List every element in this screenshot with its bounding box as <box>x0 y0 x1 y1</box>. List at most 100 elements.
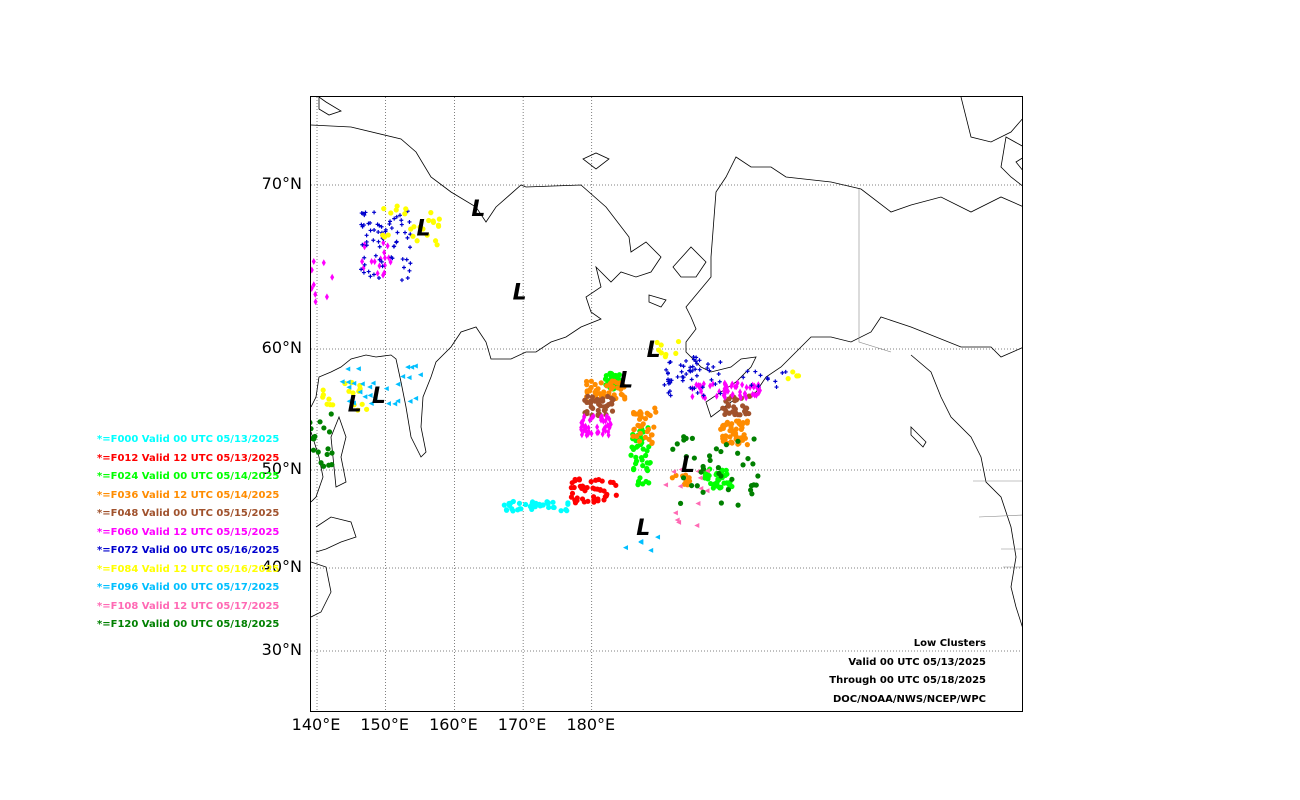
forecast-marker <box>694 361 699 366</box>
coastline-alaska <box>685 156 1022 418</box>
forecast-marker <box>635 482 641 488</box>
forecast-marker <box>790 369 796 375</box>
forecast-marker <box>681 364 686 369</box>
forecast-marker <box>669 475 675 481</box>
forecast-marker <box>707 457 713 464</box>
border-alaska-canada <box>858 189 892 353</box>
forecast-marker <box>585 393 591 399</box>
forecast-marker <box>690 368 695 373</box>
coastline-vancouver-isl <box>910 426 927 448</box>
forecast-marker <box>630 409 637 416</box>
forecast-marker <box>729 382 734 390</box>
forecast-marker <box>735 450 741 456</box>
forecast-marker <box>413 395 419 401</box>
forecast-marker <box>785 376 791 382</box>
coastline-sakhalin <box>330 415 347 488</box>
forecast-marker <box>321 259 326 267</box>
forecast-marker <box>613 492 619 498</box>
forecast-marker <box>658 350 664 356</box>
forecast-marker <box>311 266 314 274</box>
forecast-marker <box>677 483 683 489</box>
forecast-marker <box>751 436 757 442</box>
forecast-marker <box>395 381 401 387</box>
forecast-marker <box>780 370 785 375</box>
forecast-marker <box>644 428 650 435</box>
forecast-marker <box>608 421 613 429</box>
forecast-marker <box>395 230 400 235</box>
forecast-marker <box>617 380 623 386</box>
forecast-marker <box>409 364 415 370</box>
forecast-marker <box>611 392 617 398</box>
forecast-marker <box>735 438 741 444</box>
forecast-marker <box>665 371 670 376</box>
forecast-marker <box>397 213 402 218</box>
forecast-marker <box>379 259 384 264</box>
forecast-marker <box>706 453 713 459</box>
lat-label-40: 40°N <box>261 557 302 576</box>
forecast-marker <box>501 502 507 508</box>
forecast-marker <box>649 432 655 438</box>
forecast-marker <box>608 370 614 377</box>
forecast-marker <box>399 222 404 227</box>
low-center-8: L <box>636 516 650 541</box>
forecast-marker <box>412 363 418 369</box>
lon-label-150: 150°E <box>360 715 410 734</box>
forecast-marker <box>642 416 649 422</box>
info-box: Low Clusters Valid 00 UTC 05/13/2025 Thr… <box>829 638 986 712</box>
forecast-marker <box>311 447 317 453</box>
forecast-marker <box>694 355 699 360</box>
forecast-marker <box>646 444 652 450</box>
forecast-marker <box>637 430 643 436</box>
forecast-marker <box>400 373 406 379</box>
forecast-marker <box>690 386 695 391</box>
forecast-marker <box>718 391 723 396</box>
forecast-marker <box>595 498 601 504</box>
lat-label-50: 50°N <box>261 459 302 478</box>
forecast-marker <box>668 393 673 398</box>
forecast-marker <box>428 210 434 216</box>
forecast-marker <box>540 502 546 508</box>
forecast-marker <box>325 446 331 452</box>
coastline-arctic-2 <box>1000 136 1022 186</box>
forecast-marker <box>375 269 380 277</box>
forecast-marker <box>372 258 377 266</box>
forecast-marker <box>359 267 364 272</box>
forecast-marker <box>404 257 409 262</box>
forecast-marker <box>715 483 721 489</box>
forecast-marker <box>529 506 535 512</box>
legend-item-3: *=F036 Valid 12 UTC 05/14/2025 <box>97 489 280 501</box>
forecast-marker <box>381 206 387 212</box>
forecast-marker <box>388 219 393 224</box>
lat-label-70: 70°N <box>261 174 302 193</box>
forecast-marker <box>637 409 643 415</box>
forecast-marker <box>408 261 413 266</box>
forecast-marker <box>311 257 316 265</box>
forecast-marker <box>638 539 644 545</box>
forecast-marker <box>574 497 580 504</box>
forecast-marker <box>693 367 698 372</box>
forecast-marker <box>313 298 318 306</box>
forecast-marker <box>723 387 728 395</box>
forecast-marker <box>733 426 739 432</box>
lon-label-140: 140°E <box>291 715 341 734</box>
forecast-marker <box>392 244 397 249</box>
forecast-marker <box>372 210 377 215</box>
forecast-marker <box>362 213 367 218</box>
forecast-marker <box>640 463 646 469</box>
forecast-marker <box>585 498 591 504</box>
forecast-marker <box>662 382 667 387</box>
forecast-marker <box>726 410 732 416</box>
forecast-marker <box>735 502 741 508</box>
forecast-marker <box>608 400 615 406</box>
low-center-6: L <box>647 338 661 363</box>
forecast-marker <box>683 478 689 485</box>
forecast-marker <box>390 256 395 261</box>
forecast-marker <box>718 426 724 432</box>
forecast-marker <box>652 405 658 411</box>
forecast-marker <box>361 270 366 275</box>
forecast-marker <box>636 438 643 444</box>
forecast-marker <box>367 384 373 390</box>
forecast-marker <box>701 380 706 388</box>
forecast-marker <box>359 211 364 216</box>
